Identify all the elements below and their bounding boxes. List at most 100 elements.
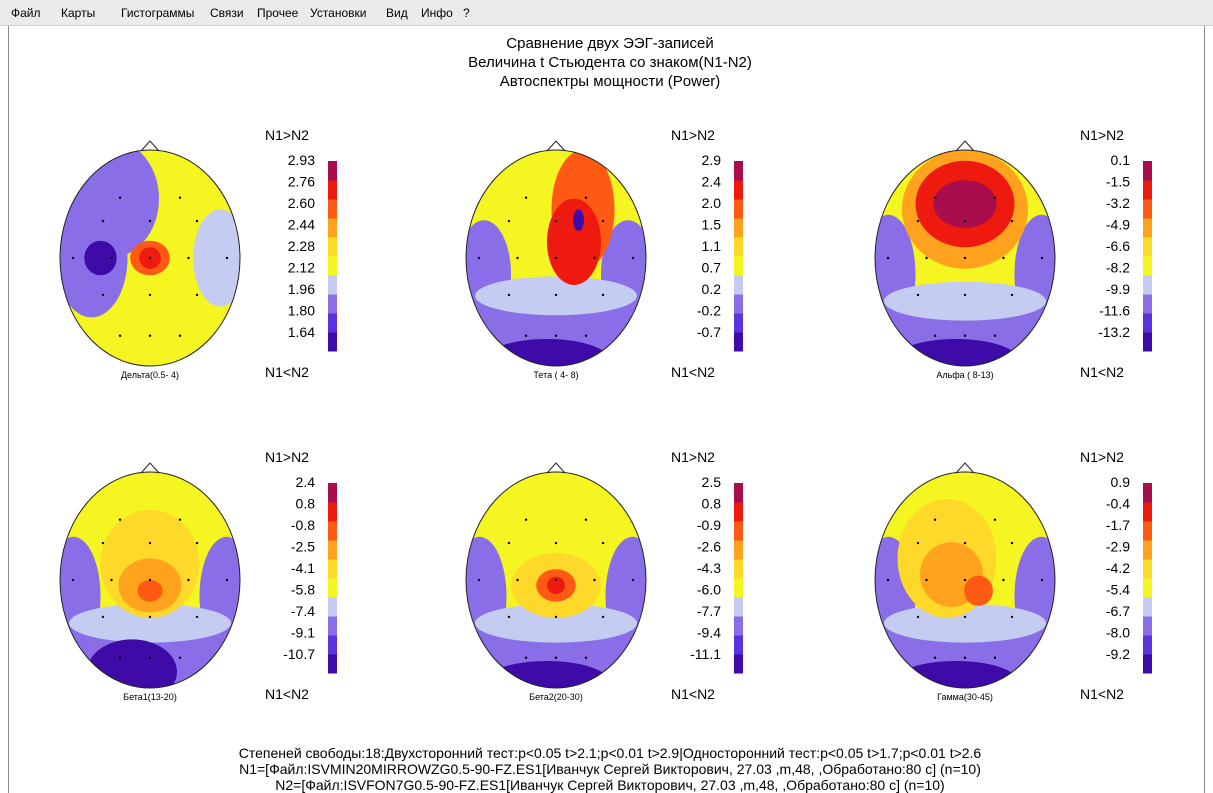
electrode-dot [933, 196, 937, 199]
topomap-2: Альфа ( 8-13) N1>N2 N1<N2 0.1 -1.5 -3.2 -4.9 -6… [874, 127, 1152, 380]
colorbar [734, 161, 743, 352]
scale-tick-label: -13.2 [1098, 324, 1130, 340]
electrode-dot [516, 256, 519, 260]
electrode-dot [225, 578, 229, 582]
scale-tick-label: -5.4 [1106, 582, 1130, 598]
electrode-dot [601, 293, 605, 297]
footer-line-2: N1=[Файл:ISVMIN20MIRROWZG0.5-90-FZ.ES1[И… [239, 761, 981, 777]
electrode-dot [101, 615, 105, 619]
scale-tick-label: -6.6 [1106, 238, 1130, 254]
electrode-dot [1010, 219, 1014, 223]
scale-tick-label: -2.5 [291, 539, 315, 555]
scale-tick-label: -11.1 [690, 646, 721, 662]
scale-tick-label: 2.9 [702, 152, 722, 168]
electrode-dot [225, 256, 229, 260]
menu-item-5[interactable]: Установки [310, 6, 367, 20]
electrode-dot [554, 578, 558, 582]
electrode-dot [110, 578, 113, 582]
electrode-dot [524, 334, 528, 337]
legend-bottom-label: N1<N2 [671, 364, 715, 380]
electrode-dot [178, 518, 182, 521]
scale-tick-label: -0.8 [291, 517, 315, 533]
menu-item-0[interactable]: Файл [11, 6, 41, 20]
electrode-dot [524, 518, 528, 521]
window-left-border [0, 26, 9, 793]
legend-top-label: N1>N2 [671, 449, 715, 465]
scale-tick-label: 1.5 [702, 217, 722, 233]
legend-top-label: N1>N2 [1080, 127, 1124, 143]
topomap-3: Бета1(13-20) N1>N2 N1<N2 2.4 0.8 -0.8 -2.5 -4.1… [59, 449, 337, 702]
electrode-dot [963, 219, 967, 223]
electrode-dot [110, 256, 113, 260]
scale-tick-label: 2.0 [702, 195, 722, 211]
electrode-dot [886, 256, 890, 260]
colorbar [328, 483, 337, 674]
band-label: Альфа ( 8-13) [936, 370, 993, 380]
electrode-dot [187, 578, 190, 582]
electrode-dot [118, 518, 122, 521]
electrode-dot [963, 293, 967, 297]
scale-tick-label: 0.8 [296, 496, 316, 512]
scale-tick-label: 2.28 [288, 238, 315, 254]
scale-tick-label: 1.80 [288, 303, 315, 319]
electrode-dot [71, 578, 75, 582]
scale-tick-label: -11.6 [1099, 303, 1130, 319]
menu-item-1[interactable]: Карты [61, 6, 96, 20]
electrode-dot [101, 293, 105, 297]
band-label: Гамма(30-45) [937, 692, 993, 702]
electrode-dot [554, 334, 558, 337]
band-label: Бета1(13-20) [123, 692, 177, 702]
scale-tick-label: -0.7 [697, 324, 721, 340]
scale-tick-label: 2.4 [296, 474, 316, 490]
electrode-dot [554, 615, 558, 619]
topomap-0: Дельта(0.5- 4) N1>N2 N1<N2 2.93 2.76 2.60 2.44… [59, 127, 337, 380]
electrode-dot [148, 256, 152, 260]
electrode-dot [916, 541, 920, 545]
legend-bottom-label: N1<N2 [265, 686, 309, 702]
electrode-dot [933, 656, 937, 659]
electrode-dot [178, 334, 182, 337]
legend-bottom-label: N1<N2 [1080, 364, 1124, 380]
nose-marker [546, 462, 566, 474]
legend-top-label: N1>N2 [265, 449, 309, 465]
scale-tick-label: -6.7 [1106, 603, 1130, 619]
nose-marker [955, 140, 975, 152]
menu-item-4[interactable]: Прочее [257, 6, 299, 20]
menu-item-7[interactable]: Инфо [421, 6, 453, 20]
electrode-dot [1010, 293, 1014, 297]
electrode-dot [101, 541, 105, 545]
scale-tick-label: 0.7 [702, 260, 722, 276]
electrode-dot [601, 541, 605, 545]
legend-bottom-label: N1<N2 [1080, 686, 1124, 702]
band-label: Тета ( 4- 8) [533, 370, 578, 380]
scale-tick-label: 1.96 [288, 281, 315, 297]
menu-item-6[interactable]: Вид [386, 6, 408, 20]
electrode-dot [1010, 615, 1014, 619]
scale-tick-label: 2.4 [702, 174, 722, 190]
menu-item-3[interactable]: Связи [210, 6, 244, 20]
colorbar [328, 161, 337, 352]
scale-tick-label: -7.4 [291, 603, 315, 619]
electrode-dot [584, 334, 588, 337]
nose-marker [140, 462, 160, 474]
electrode-dot [963, 656, 967, 659]
legend-bottom-label: N1<N2 [671, 686, 715, 702]
colorbar [734, 483, 743, 674]
electrode-dot [631, 256, 635, 260]
electrode-dot [993, 334, 997, 337]
menu-item-2[interactable]: Гистограммы [121, 6, 195, 20]
electrode-dot [554, 219, 558, 223]
nose-marker [140, 140, 160, 152]
legend-top-label: N1>N2 [1080, 449, 1124, 465]
scale-tick-label: 2.5 [702, 474, 722, 490]
electrode-dot [993, 518, 997, 521]
scale-tick-label: 0.1 [1111, 152, 1131, 168]
electrode-dot [593, 256, 596, 260]
electrode-dot [477, 578, 481, 582]
electrode-dot [195, 615, 199, 619]
legend-top-label: N1>N2 [671, 127, 715, 143]
electrode-dot [195, 541, 199, 545]
scale-tick-label: -9.4 [697, 625, 721, 641]
menu-item-8[interactable]: ? [463, 6, 470, 20]
